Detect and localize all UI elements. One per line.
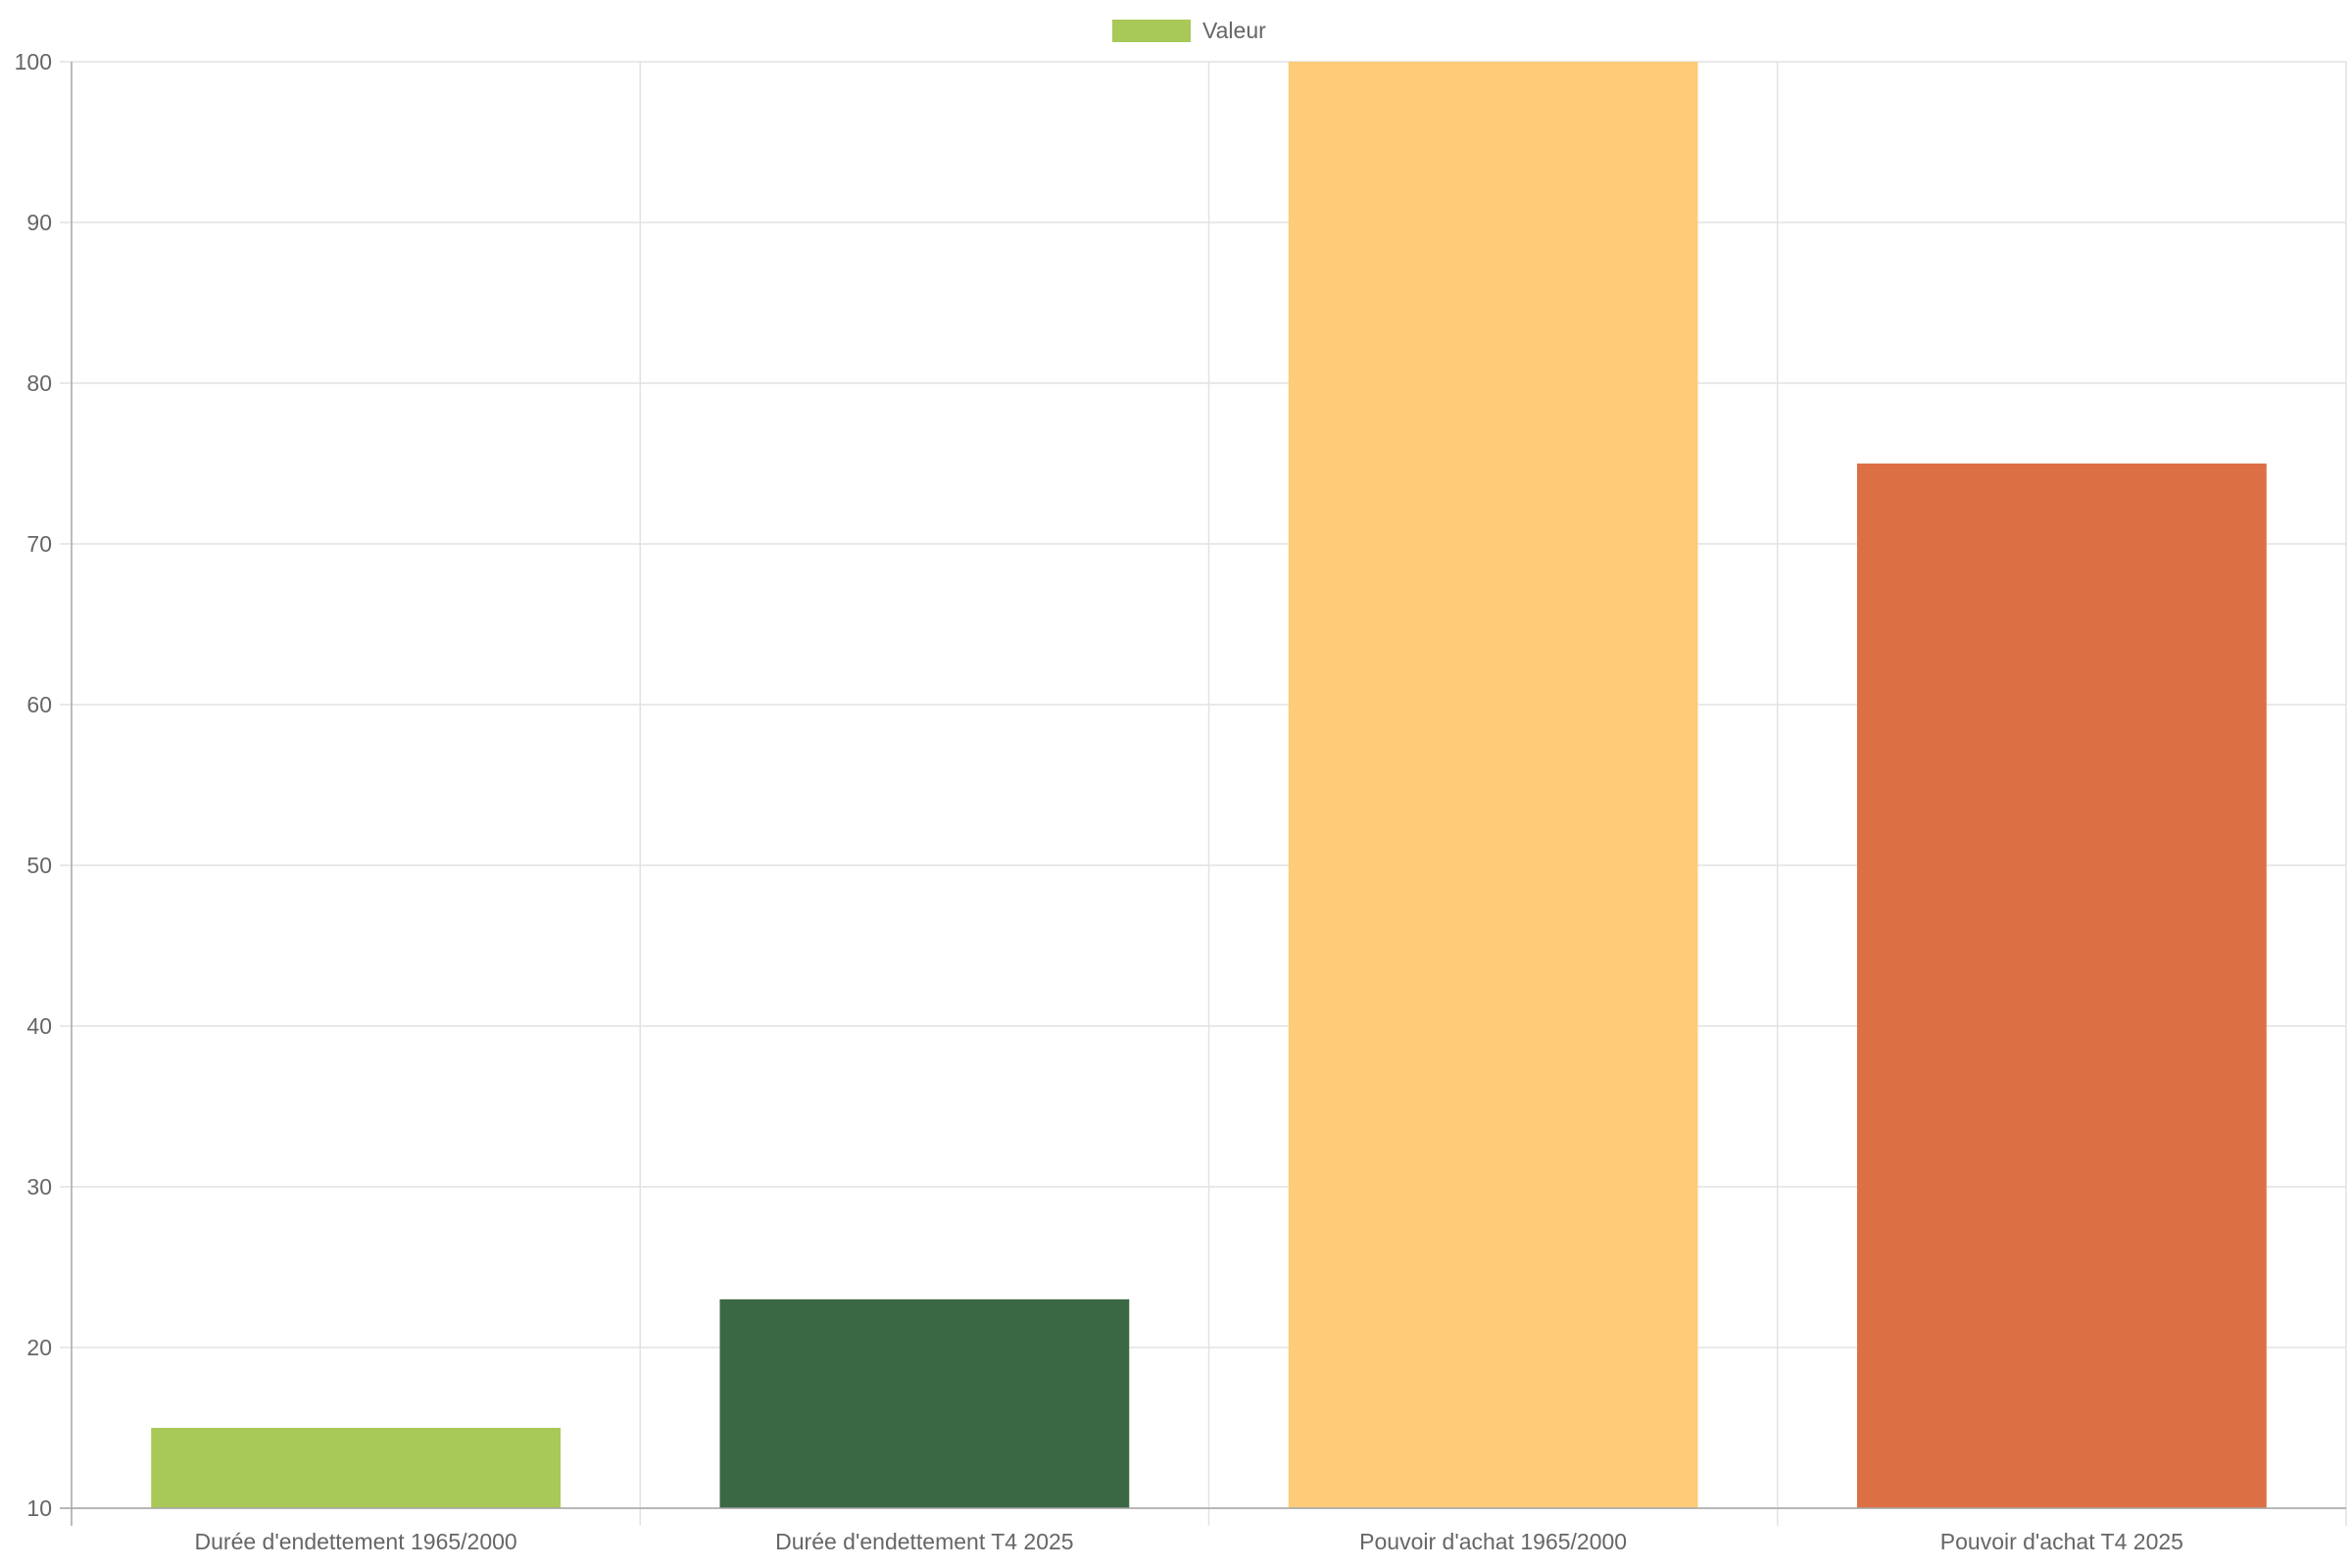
y-tick-label: 70 (26, 531, 52, 557)
bar[interactable] (1288, 62, 1698, 1508)
y-tick-labels: 10 20 30 40 50 60 70 80 90 100 (15, 49, 52, 1521)
y-tick-label: 80 (26, 370, 52, 396)
legend[interactable]: Valeur (1112, 18, 1266, 43)
y-tick-label: 50 (26, 853, 52, 878)
y-tick-label: 90 (26, 210, 52, 235)
axes (60, 62, 2346, 1526)
grid-lines (60, 61, 2347, 1526)
bar[interactable] (1856, 464, 2267, 1508)
x-category-label: Durée d'endettement 1965/2000 (195, 1529, 517, 1554)
legend-label: Valeur (1202, 18, 1266, 43)
legend-swatch (1112, 20, 1191, 42)
bar[interactable] (151, 1428, 562, 1508)
y-tick-label: 40 (26, 1013, 52, 1039)
y-tick-label: 100 (15, 49, 52, 74)
y-tick-label: 20 (26, 1335, 52, 1360)
y-tick-label: 60 (26, 692, 52, 717)
x-category-label: Pouvoir d'achat T4 2025 (1940, 1529, 2183, 1554)
bars (151, 62, 2267, 1508)
bar[interactable] (719, 1298, 1130, 1508)
x-category-label: Pouvoir d'achat 1965/2000 (1359, 1529, 1627, 1554)
y-tick-label: 10 (26, 1495, 52, 1521)
y-tick-label: 30 (26, 1174, 52, 1200)
x-category-labels: Durée d'endettement 1965/2000 Durée d'end… (195, 1529, 2183, 1554)
x-category-label: Durée d'endettement T4 2025 (775, 1529, 1073, 1554)
